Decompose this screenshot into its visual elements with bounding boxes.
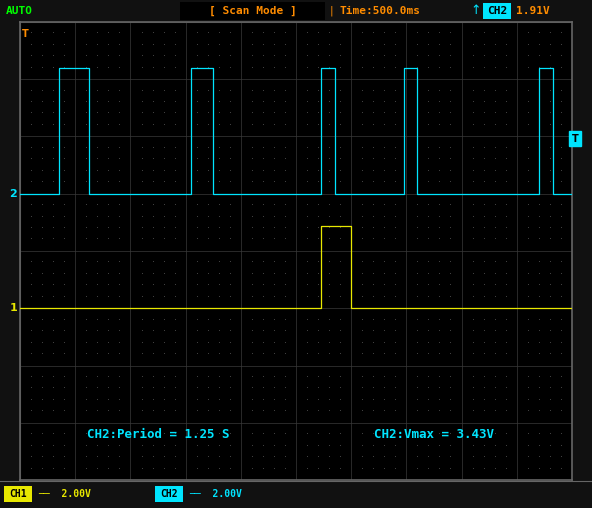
Text: 1: 1 bbox=[9, 303, 17, 313]
Text: CH2: CH2 bbox=[487, 6, 507, 16]
Text: Time:500.0ms: Time:500.0ms bbox=[340, 6, 421, 16]
Text: CH2: CH2 bbox=[160, 489, 178, 499]
Text: |: | bbox=[330, 6, 334, 16]
Text: [ Scan Mode ]: [ Scan Mode ] bbox=[209, 6, 297, 16]
Text: ↑: ↑ bbox=[470, 5, 481, 17]
FancyBboxPatch shape bbox=[483, 3, 511, 19]
Text: AUTO: AUTO bbox=[6, 6, 33, 16]
Text: ──  2.00V: ── 2.00V bbox=[38, 489, 91, 499]
Text: CH2:Period = 1.25 S: CH2:Period = 1.25 S bbox=[87, 428, 229, 441]
Text: ──  2.00V: ── 2.00V bbox=[189, 489, 242, 499]
Text: CH2:Vmax = 3.43V: CH2:Vmax = 3.43V bbox=[374, 428, 494, 441]
Text: 2: 2 bbox=[9, 188, 17, 199]
FancyBboxPatch shape bbox=[155, 486, 183, 502]
FancyBboxPatch shape bbox=[4, 486, 32, 502]
FancyBboxPatch shape bbox=[180, 2, 325, 20]
Text: T: T bbox=[22, 29, 29, 39]
Text: CH1: CH1 bbox=[9, 489, 27, 499]
Text: T: T bbox=[572, 134, 578, 144]
Text: 1.91V: 1.91V bbox=[516, 6, 550, 16]
